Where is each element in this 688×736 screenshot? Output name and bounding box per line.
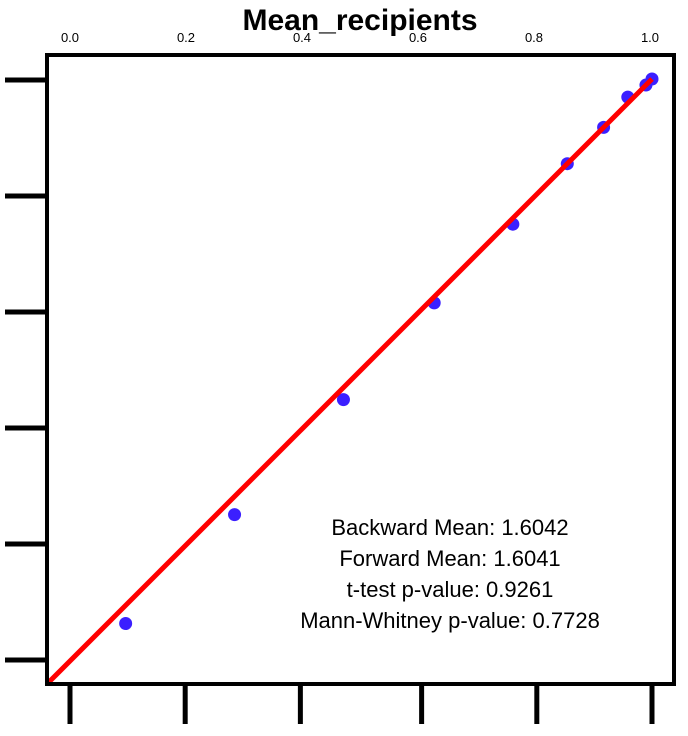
data-point (336, 393, 350, 407)
reference-line (45, 77, 654, 686)
x-tick-label: 0.8 (525, 30, 543, 45)
chart-title: Mean_recipients (242, 4, 477, 37)
data-point (228, 508, 242, 522)
x-tick-label: 0.2 (177, 30, 195, 45)
top-axis-tick-labels: 0.0 0.2 0.4 0.6 0.8 1.0 (61, 30, 659, 45)
data-point (119, 617, 133, 630)
x-tick-label: 0.4 (293, 30, 311, 45)
axis-ticks (5, 77, 655, 724)
x-tick-label: 1.0 (641, 30, 659, 45)
stats-annotation: Backward Mean: 1.6042 Forward Mean: 1.60… (300, 515, 600, 633)
plot-frame (45, 53, 676, 686)
t-test-text: t-test p-value: 0.9261 (347, 577, 554, 602)
x-tick-label: 0.6 (409, 30, 427, 45)
forward-mean-text: Forward Mean: 1.6041 (339, 546, 560, 571)
x-tick-label: 0.0 (61, 30, 79, 45)
backward-mean-text: Backward Mean: 1.6042 (331, 515, 568, 540)
mann-whitney-text: Mann-Whitney p-value: 0.7728 (300, 608, 600, 633)
